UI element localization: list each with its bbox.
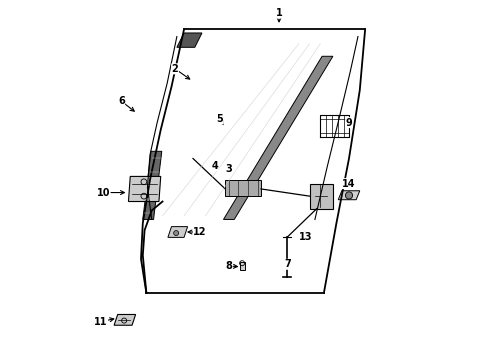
Polygon shape [168, 226, 188, 237]
Text: 13: 13 [299, 232, 313, 242]
Polygon shape [240, 262, 245, 270]
Polygon shape [114, 315, 136, 325]
Text: 5: 5 [217, 114, 223, 124]
Circle shape [345, 192, 353, 199]
Polygon shape [143, 151, 162, 220]
Text: 2: 2 [172, 64, 178, 74]
Polygon shape [128, 176, 161, 202]
Polygon shape [177, 33, 202, 47]
Polygon shape [225, 180, 261, 196]
Text: 8: 8 [225, 261, 232, 271]
Text: 4: 4 [211, 161, 218, 171]
Text: 9: 9 [345, 118, 352, 128]
Polygon shape [338, 191, 360, 200]
Text: 10: 10 [97, 188, 110, 198]
Text: 6: 6 [118, 96, 124, 106]
Text: 11: 11 [94, 317, 108, 327]
Text: 14: 14 [342, 179, 356, 189]
Text: 1: 1 [276, 8, 282, 18]
Polygon shape [223, 56, 333, 220]
Text: 12: 12 [194, 227, 207, 237]
Text: 3: 3 [225, 164, 232, 174]
Polygon shape [310, 184, 333, 209]
Circle shape [173, 230, 179, 235]
Text: 7: 7 [285, 259, 292, 269]
